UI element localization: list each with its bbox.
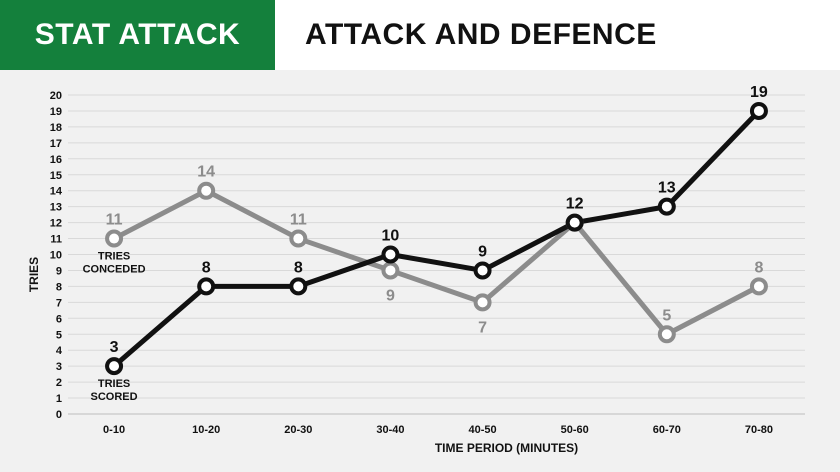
data-point [197,181,216,200]
y-tick-label: 17 [50,138,62,150]
y-tick-label: 8 [56,281,62,293]
y-tick-label: 4 [56,345,63,357]
y-tick-label: 7 [56,297,62,309]
data-label: 13 [658,180,676,197]
data-label: 5 [662,307,671,324]
y-tick-label: 0 [56,409,62,421]
data-label: 9 [386,287,395,304]
data-point [105,229,124,248]
x-tick-label: 60-70 [653,424,681,436]
brand-label: STAT ATTACK [0,0,275,70]
data-label: 12 [566,196,584,213]
y-axis-label: TRIES [27,257,41,292]
data-point [289,229,308,248]
series-annotation: TRIES [98,378,130,390]
data-label: 11 [290,212,307,229]
y-tick-label: 5 [56,329,62,341]
x-axis-label: TIME PERIOD (MINUTES) [435,441,578,455]
x-tick-label: 30-40 [376,424,404,436]
data-point [381,245,400,264]
x-tick-label: 0-10 [103,424,125,436]
data-label: 7 [478,319,487,336]
y-tick-label: 11 [50,234,62,246]
header-bar: STAT ATTACK ATTACK AND DEFENCE [0,0,840,70]
data-label: 3 [110,339,119,356]
y-tick-label: 14 [50,186,63,198]
data-point [749,277,768,296]
x-tick-label: 40-50 [468,424,496,436]
data-point [197,277,216,296]
data-label: 19 [750,84,768,101]
data-label: 12 [566,196,584,213]
y-tick-label: 13 [50,202,62,214]
data-point [565,213,584,232]
x-tick-label: 10-20 [192,424,220,436]
data-point [657,197,676,216]
y-tick-label: 2 [56,377,62,389]
x-tick-label: 70-80 [745,424,773,436]
data-label: 9 [478,243,487,260]
y-tick-label: 18 [50,122,62,134]
y-tick-label: 16 [50,154,62,166]
data-label: 8 [294,259,303,276]
y-tick-label: 19 [50,106,62,118]
data-point [289,277,308,296]
chart-title: ATTACK AND DEFENCE [305,18,657,51]
x-tick-label: 50-60 [561,424,589,436]
y-tick-label: 1 [56,393,62,405]
data-point [473,261,492,280]
data-point [749,101,768,120]
series-line [111,188,762,337]
y-tick-label: 9 [56,265,62,277]
series-line [111,108,762,369]
data-point [657,325,676,344]
y-tick-label: 12 [50,218,62,230]
data-label: 8 [202,259,211,276]
data-point [473,293,492,312]
data-label: 14 [197,164,215,181]
series-annotation: CONCEDED [83,264,146,276]
y-tick-label: 20 [50,90,62,102]
y-tick-label: 3 [56,361,62,373]
data-label: 8 [754,259,763,276]
data-label: 11 [106,212,123,229]
y-tick-label: 10 [50,250,62,262]
data-point [105,357,124,376]
y-tick-label: 6 [56,313,62,325]
y-tick-label: 15 [50,170,62,182]
series-annotation: TRIES [98,251,130,263]
data-point [381,261,400,280]
data-label: 10 [382,228,400,245]
series-annotation: SCORED [91,391,138,403]
x-tick-label: 20-30 [284,424,312,436]
